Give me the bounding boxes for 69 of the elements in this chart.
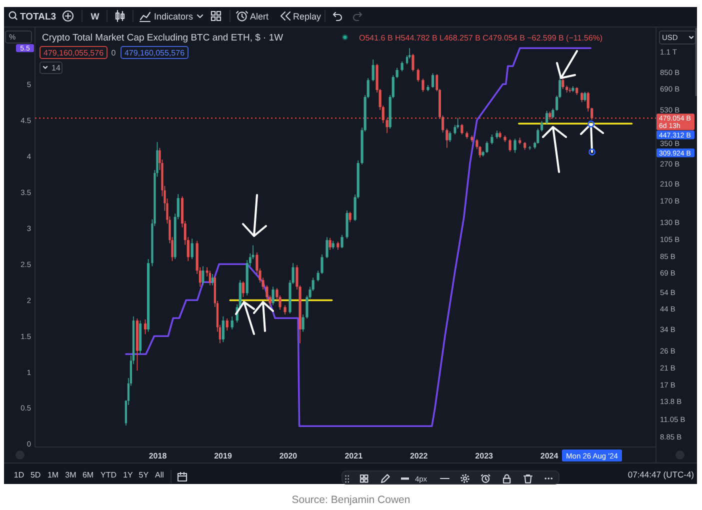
candlestick <box>372 59 374 82</box>
candlestick <box>316 270 320 282</box>
text: 07:44:47 (UTC-4) <box>628 470 694 480</box>
candlestick <box>448 131 452 142</box>
candlestick <box>340 234 344 249</box>
candlestick <box>412 54 414 72</box>
candlestick <box>508 138 512 152</box>
x-tick-label: 2021 <box>344 452 364 460</box>
candlestick <box>326 236 328 259</box>
candlestick <box>416 68 420 82</box>
text: 5D <box>30 470 41 480</box>
text: Indicators <box>154 12 194 22</box>
candlestick <box>226 318 228 331</box>
annotation: 14 <box>52 64 61 73</box>
candlestick <box>422 78 424 92</box>
candlestick <box>400 60 404 72</box>
candlestick <box>144 319 147 335</box>
text: 5Y <box>138 470 150 480</box>
candlestick <box>211 274 214 286</box>
candlestick <box>320 254 324 274</box>
text: 3M <box>65 470 77 480</box>
candlestick <box>486 140 488 154</box>
candlestick <box>302 314 304 332</box>
candlestick <box>568 87 572 93</box>
x-tick-label: 2019 <box>214 452 232 460</box>
candlestick <box>586 92 590 112</box>
annotation: 479,160,055,576 <box>124 48 186 58</box>
text: YTD <box>100 470 117 480</box>
x-tick-label: 2020 <box>279 452 298 460</box>
text: 1M <box>47 470 59 480</box>
candlestick <box>242 281 244 298</box>
text: Alert <box>250 12 270 22</box>
candlestick <box>230 316 234 330</box>
candlestick <box>552 108 554 119</box>
x-tick-label: 2023 <box>475 452 494 460</box>
annotation: O541.6 B H544.782 B L468.257 B C479.054 B −62.599 B (−11.56%) <box>359 34 603 42</box>
text: W <box>90 12 100 22</box>
candlestick <box>580 92 584 103</box>
text: 1D <box>14 470 24 480</box>
candlestick <box>208 270 212 286</box>
candlestick <box>328 237 332 250</box>
x-tick-label: 2024 <box>540 452 559 460</box>
candlestick <box>446 128 448 148</box>
text: Replay <box>293 12 322 22</box>
candlestick <box>190 238 194 260</box>
text: 6M <box>82 470 94 480</box>
candlestick <box>562 78 564 90</box>
text: Crypto Total Market Cap Excluding BTC and ETH, $ · 1W <box>42 32 284 44</box>
x-tick-label: 2022 <box>410 452 428 460</box>
text: 1Y <box>123 470 134 480</box>
candlestick <box>348 212 352 223</box>
candlestick <box>272 286 274 306</box>
candlestick <box>431 72 434 88</box>
candlestick <box>584 92 586 102</box>
text: TOTAL3 <box>20 12 56 22</box>
candlestick <box>546 110 548 124</box>
line-series <box>125 47 592 428</box>
candlestick <box>460 124 464 135</box>
x-tick-label: 2018 <box>148 452 168 460</box>
candlestick <box>490 134 494 145</box>
candlestick <box>514 138 516 154</box>
source-note: Source: Benjamin Cowen <box>292 494 410 506</box>
candlestick <box>396 67 398 79</box>
text: All <box>155 470 164 480</box>
candlestick <box>540 120 544 132</box>
annotation: 479,160,055,576 <box>43 48 104 58</box>
annotation: 0 <box>111 48 116 58</box>
candlestick <box>222 316 224 343</box>
candlestick <box>284 304 286 315</box>
